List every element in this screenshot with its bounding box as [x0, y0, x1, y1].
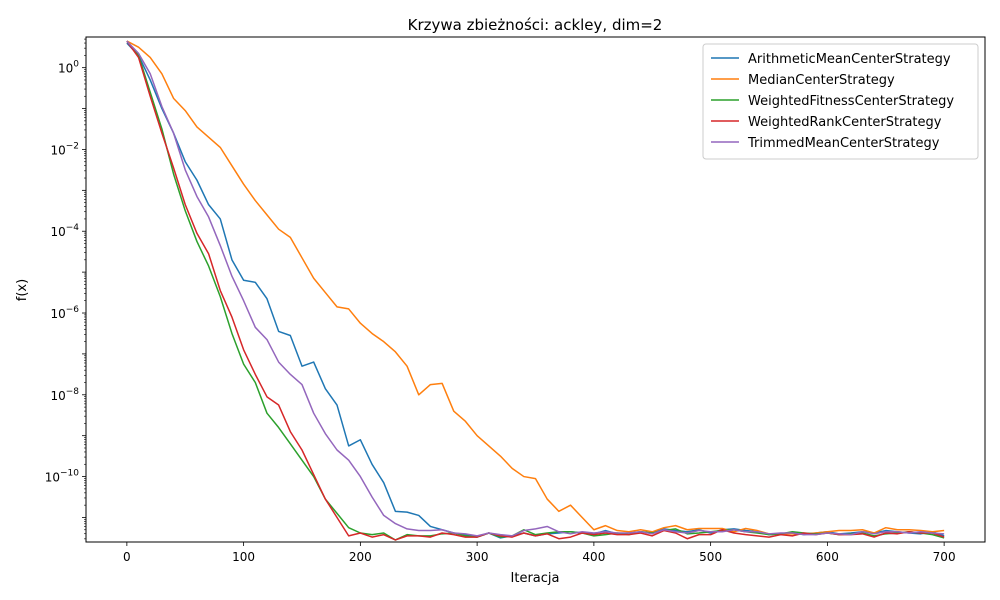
y-tick-label: 10−6	[50, 305, 79, 321]
legend-box	[702, 43, 979, 160]
plot-frame	[85, 36, 986, 543]
y-axis-label: f(x)	[15, 279, 30, 301]
legend: ArithmeticMeanCenterStrategy MedianCenter…	[702, 43, 979, 160]
x-tick-label: 400	[582, 550, 605, 564]
x-tick-label: 0	[123, 550, 131, 564]
y-axis: 100 10−2 10−4 10−6 10−8 10−10	[45, 38, 86, 540]
x-tick-label: 500	[699, 550, 722, 564]
x-tick-label: 700	[933, 550, 956, 564]
y-tick-label: 10−2	[50, 141, 79, 157]
legend-label-1: MedianCenterStrategy	[748, 73, 895, 88]
y-tick-label: 100	[58, 60, 79, 76]
chart-title: Krzywa zbieżności: ackley, dim=2	[408, 16, 663, 34]
legend-label-0: ArithmeticMeanCenterStrategy	[748, 52, 951, 67]
legend-label-2: WeightedFitnessCenterStrategy	[748, 94, 954, 109]
y-tick-label: 10−10	[45, 469, 80, 485]
y-tick-label: 10−8	[50, 387, 79, 403]
x-axis: 0 100 200 300 400 500 600 700	[123, 542, 956, 564]
x-tick-label: 100	[232, 550, 255, 564]
x-tick-label: 300	[466, 550, 489, 564]
y-tick-label: 10−4	[50, 223, 79, 239]
plot-area	[126, 40, 945, 541]
legend-label-4: TrimmedMeanCenterStrategy	[747, 136, 940, 151]
x-axis-label: Iteracja	[511, 571, 560, 586]
legend-label-3: WeightedRankCenterStrategy	[748, 115, 942, 130]
series-line-4	[126, 40, 945, 537]
x-tick-label: 600	[816, 550, 839, 564]
x-tick-label: 200	[349, 550, 372, 564]
series-line-3	[126, 40, 945, 541]
